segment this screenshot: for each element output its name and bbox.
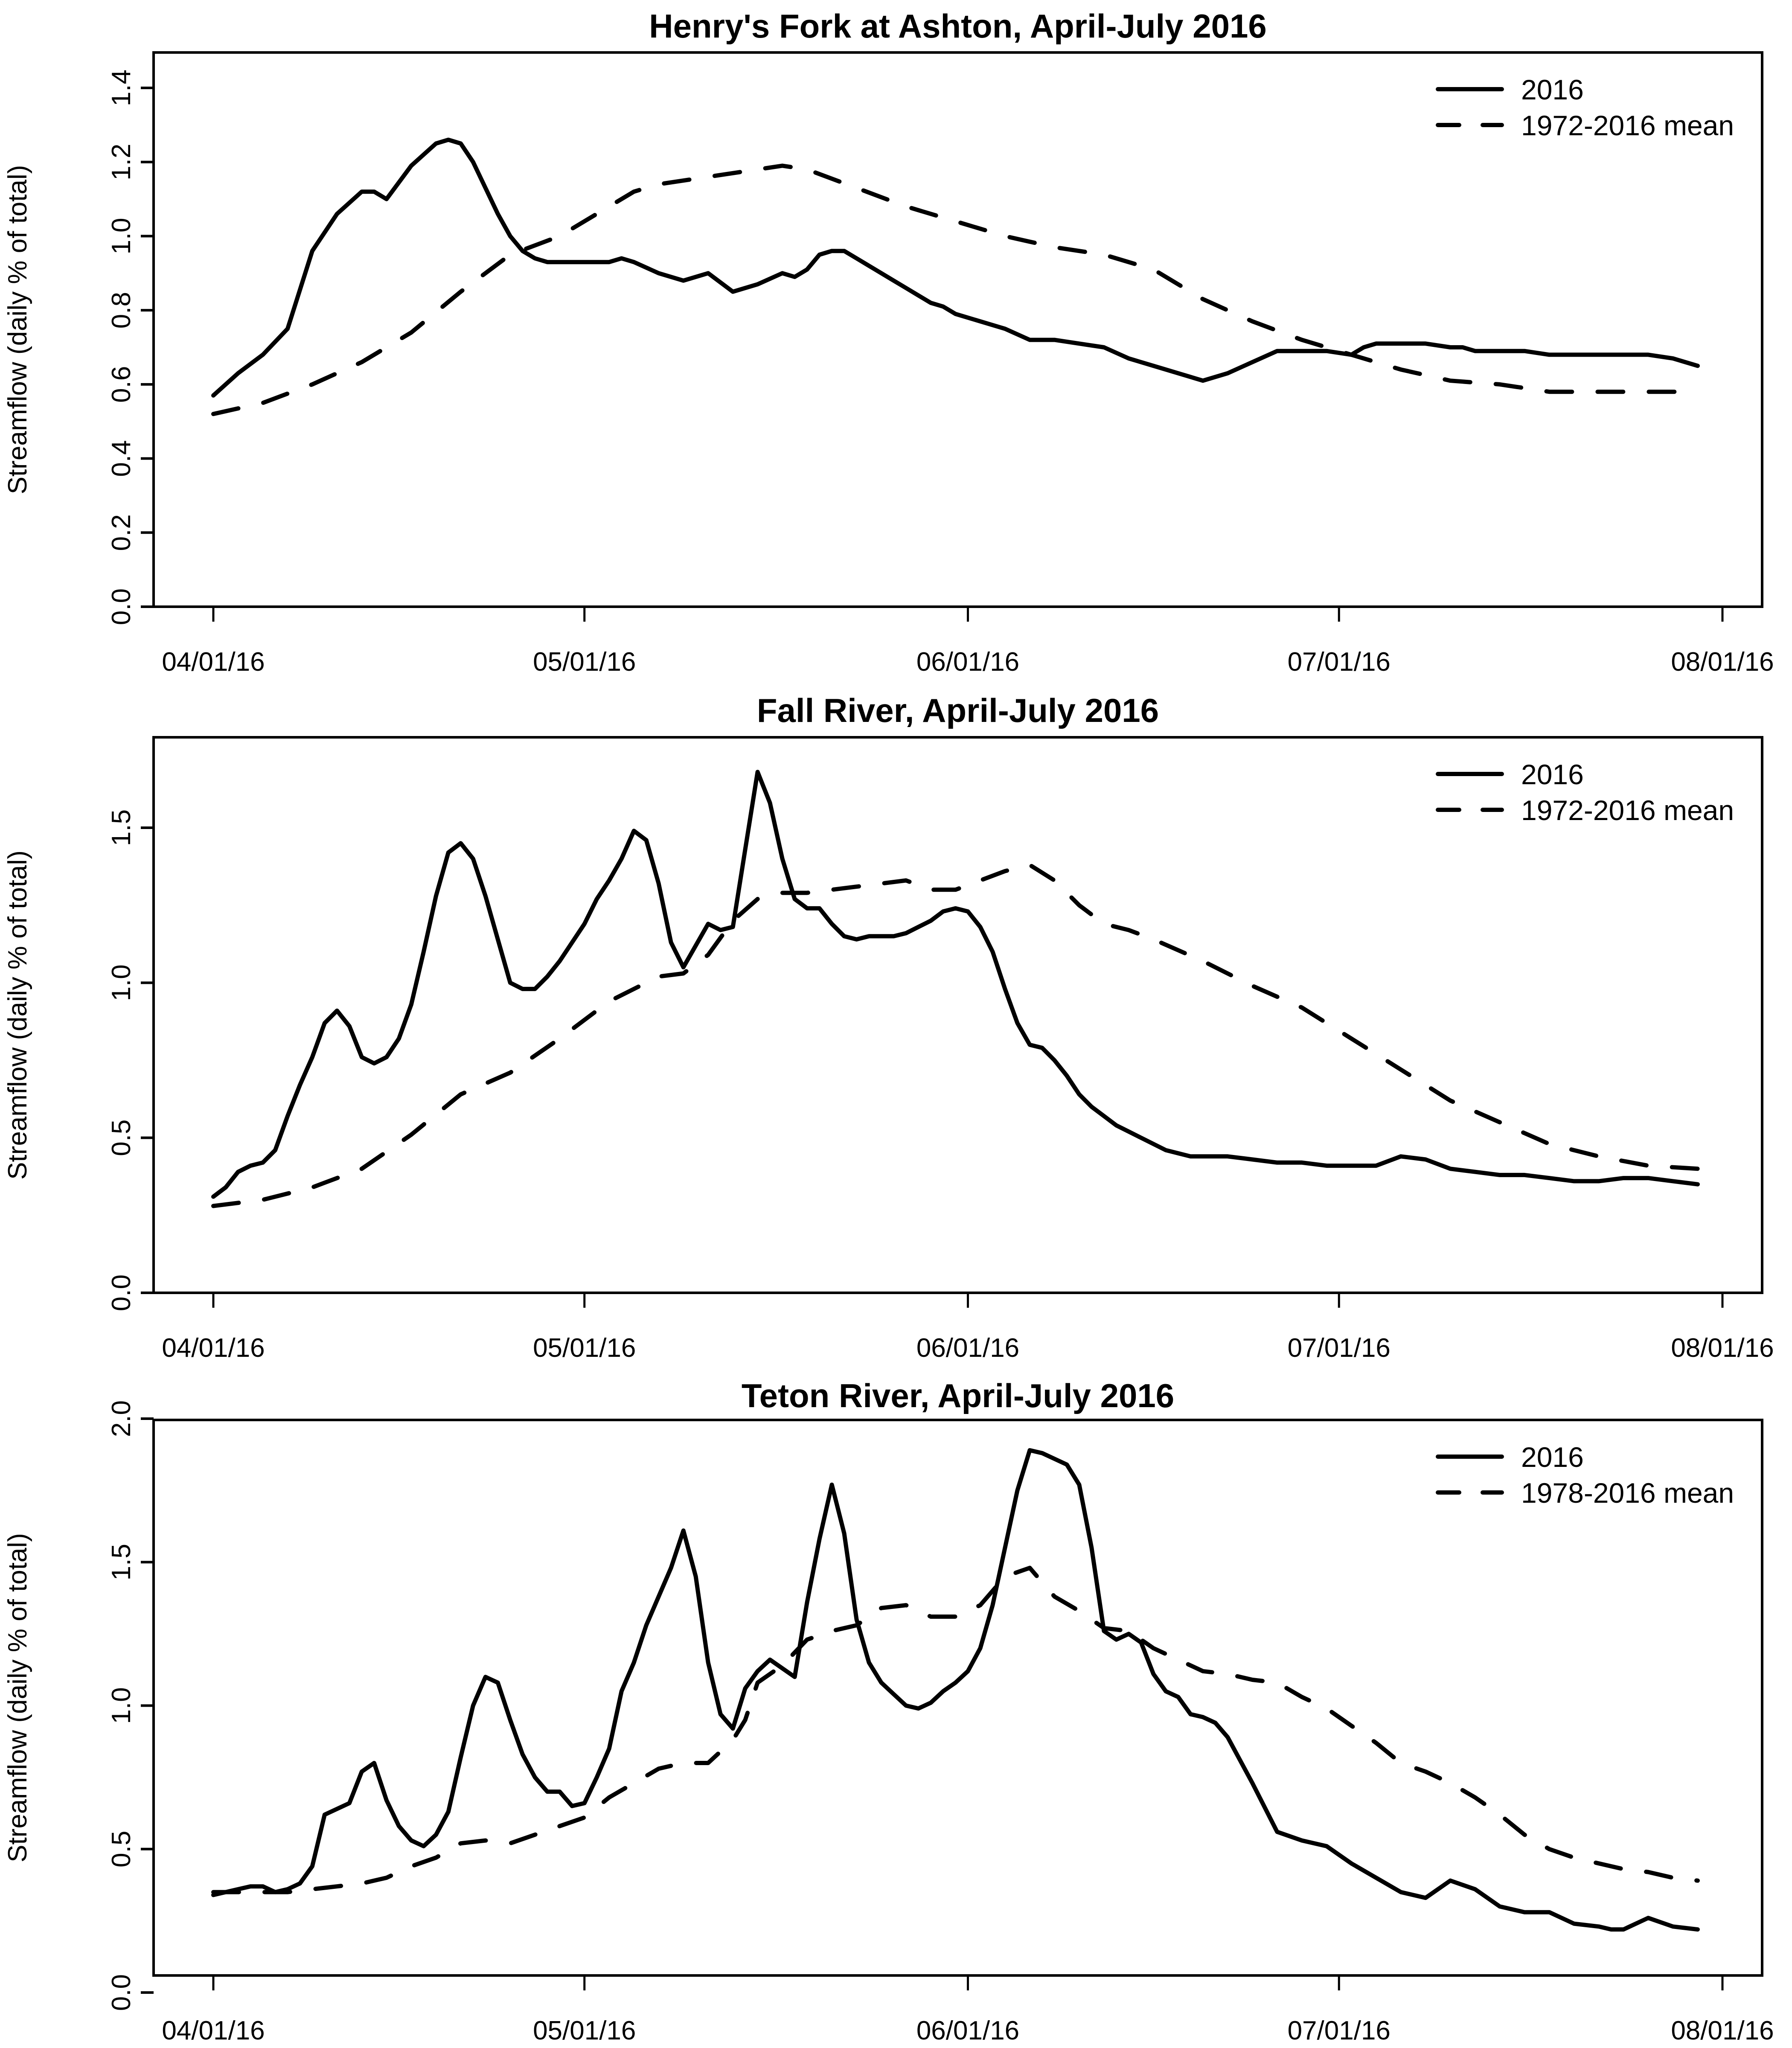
y-tick-label: 0.5 [107, 1120, 136, 1156]
x-tick-label: 07/01/16 [1288, 2016, 1391, 2045]
series-line-2016 [211, 770, 1700, 1199]
y-tick-label: 1.4 [107, 70, 136, 106]
y-tick-label: 0.2 [107, 514, 136, 551]
series-line-mean [211, 863, 1700, 1208]
panel-teton-river: Teton River, April-July 2016 0.0 0.5 1.0 1.… [3, 1377, 1774, 2045]
x-tick-label: 08/01/16 [1671, 2016, 1774, 2045]
chart-title: Fall River, April-July 2016 [757, 692, 1159, 729]
plot-frame [152, 51, 1763, 608]
x-tick-label: 04/01/16 [162, 1333, 265, 1363]
x-tick-label: 08/01/16 [1671, 647, 1774, 677]
legend-label: 1972-2016 mean [1521, 794, 1734, 826]
x-tick-label: 04/01/16 [162, 2016, 265, 2045]
chart-title: Teton River, April-July 2016 [742, 1377, 1174, 1414]
panel-henrys-fork: Henry's Fork at Ashton, April-July 2016 … [3, 7, 1774, 677]
y-axis-label: Streamflow (daily % of total) [3, 1533, 32, 1862]
y-tick-label: 1.5 [107, 809, 136, 846]
y-tick-label: 0.0 [107, 1974, 136, 2011]
y-tick-label: 0.0 [107, 588, 136, 625]
legend-label: 2016 [1521, 74, 1584, 105]
y-tick-label: 0.5 [107, 1831, 136, 1868]
series-line-2016 [211, 137, 1700, 398]
x-tick-label: 05/01/16 [533, 647, 636, 677]
x-tick-label: 07/01/16 [1288, 647, 1391, 677]
x-tick-label: 05/01/16 [533, 2016, 636, 2045]
y-tick-label: 1.5 [107, 1544, 136, 1580]
y-tick-label: 1.2 [107, 144, 136, 180]
y-tick-label: 1.0 [107, 218, 136, 254]
x-tick-label: 07/01/16 [1288, 1333, 1391, 1363]
plot-frame [152, 736, 1763, 1294]
x-tick-label: 08/01/16 [1671, 1333, 1774, 1363]
series-line-2016 [211, 1448, 1700, 1932]
legend-label: 1978-2016 mean [1521, 1477, 1734, 1509]
x-tick-label: 04/01/16 [162, 647, 265, 677]
legend-label: 2016 [1521, 1441, 1584, 1473]
legend-label: 1972-2016 mean [1521, 110, 1734, 141]
y-tick-label: 0.0 [107, 1274, 136, 1311]
y-tick-label: 1.0 [107, 1687, 136, 1724]
x-tick-label: 05/01/16 [533, 1333, 636, 1363]
x-tick-label: 06/01/16 [916, 2016, 1019, 2045]
y-axis-label: Streamflow (daily % of total) [3, 165, 32, 495]
x-tick-label: 06/01/16 [916, 1333, 1019, 1363]
panel-fall-river: Fall River, April-July 2016 0.0 0.5 1.0 1.5… [3, 692, 1774, 1363]
x-tick-label: 06/01/16 [916, 647, 1019, 677]
y-tick-label: 0.4 [107, 440, 136, 477]
series-line-mean [211, 163, 1700, 416]
plot-frame [152, 1419, 1763, 1977]
y-tick-label: 1.0 [107, 964, 136, 1001]
chart-title: Henry's Fork at Ashton, April-July 2016 [649, 7, 1267, 45]
legend-label: 2016 [1521, 759, 1584, 790]
y-tick-label: 0.6 [107, 366, 136, 403]
y-axis-label: Streamflow (daily % of total) [3, 850, 32, 1180]
y-tick-label: 0.8 [107, 292, 136, 329]
series-line-mean [211, 1565, 1700, 1894]
y-tick-label: 2.0 [107, 1400, 136, 1437]
